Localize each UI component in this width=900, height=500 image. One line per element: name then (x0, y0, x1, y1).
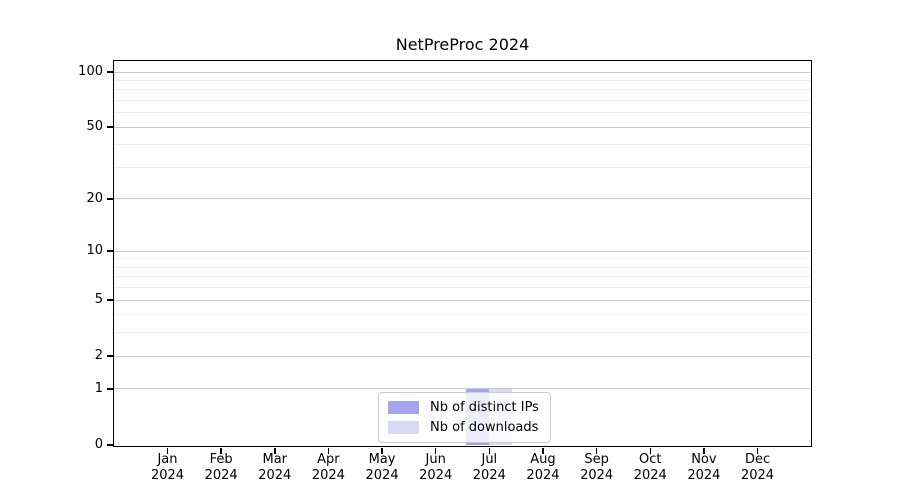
y-tick-label: 50 (86, 119, 103, 135)
x-tick-label: Dec 2024 (740, 452, 775, 483)
x-tick-label: Feb 2024 (204, 452, 238, 483)
x-tick-label: Nov 2024 (687, 452, 721, 483)
legend-item-distinct-ips: Nb of distinct IPs (388, 399, 539, 416)
x-tick-label: Jun 2024 (419, 452, 453, 483)
y-gridline-minor (114, 314, 811, 316)
y-tick-label: 2 (94, 348, 103, 364)
x-tick-label: Sep 2024 (580, 452, 614, 483)
y-gridline (114, 71, 811, 73)
y-tick-label: 0 (94, 437, 103, 452)
legend-swatch-distinct-ips (388, 401, 419, 414)
y-gridline-minor (114, 79, 811, 81)
x-tick-label: Jul 2024 (472, 452, 506, 483)
x-tick (542, 447, 544, 454)
x-tick (274, 447, 276, 454)
x-tick-label: Apr 2024 (311, 452, 345, 483)
y-gridline (114, 299, 811, 301)
y-gridline-minor (114, 276, 811, 278)
legend-label-downloads: Nb of downloads (430, 420, 539, 435)
x-tick-label: Oct 2024 (633, 452, 667, 483)
x-tick (166, 447, 169, 454)
y-tick (107, 444, 113, 446)
x-tick-label: Mar 2024 (258, 452, 292, 483)
x-tick-label: Aug 2024 (526, 452, 560, 483)
y-gridline-minor (114, 89, 811, 91)
y-gridline-minor (114, 99, 811, 101)
y-tick-label: 10 (86, 243, 103, 259)
y-tick-label: 20 (86, 190, 103, 206)
x-tick (434, 447, 437, 454)
y-tick (107, 299, 113, 301)
y-gridline (114, 250, 811, 252)
y-tick (107, 355, 113, 357)
y-gridline-minor (114, 287, 811, 289)
y-gridline-minor (114, 266, 811, 268)
y-tick (107, 71, 113, 73)
y-gridline-minor (114, 112, 811, 114)
y-tick-label: 1 (94, 380, 103, 396)
legend: Nb of distinct IPs Nb of downloads (378, 392, 551, 443)
x-tick-label: Jan 2024 (150, 452, 185, 483)
y-gridline-minor (114, 258, 811, 260)
y-tick-label: 5 (94, 292, 103, 308)
y-gridline (114, 388, 811, 390)
y-tick (107, 198, 113, 200)
x-tick (327, 447, 330, 454)
y-tick-label: 100 (78, 64, 103, 79)
y-gridline-minor (114, 166, 811, 168)
x-tick (756, 447, 759, 454)
legend-label-distinct-ips: Nb of distinct IPs (430, 400, 539, 415)
y-gridline (114, 355, 811, 357)
y-tick (107, 250, 113, 252)
x-tick (595, 447, 598, 454)
chart-title: NetPreProc 2024 (395, 35, 530, 54)
y-gridline-minor (114, 332, 811, 334)
y-gridline (114, 126, 811, 128)
x-tick (703, 447, 705, 454)
legend-item-downloads: Nb of downloads (388, 419, 539, 436)
x-tick (488, 447, 491, 454)
y-gridline (114, 198, 811, 200)
legend-swatch-downloads (388, 421, 419, 434)
x-tick (220, 447, 222, 454)
y-tick (107, 126, 113, 128)
x-tick (649, 447, 651, 454)
y-gridline-minor (114, 144, 811, 146)
x-tick (381, 447, 383, 454)
x-tick-label: May 2024 (365, 452, 399, 483)
y-tick (107, 388, 113, 390)
plot-area: Nb of distinct IPs Nb of downloads 0 1 2 5 1… (78, 60, 812, 483)
